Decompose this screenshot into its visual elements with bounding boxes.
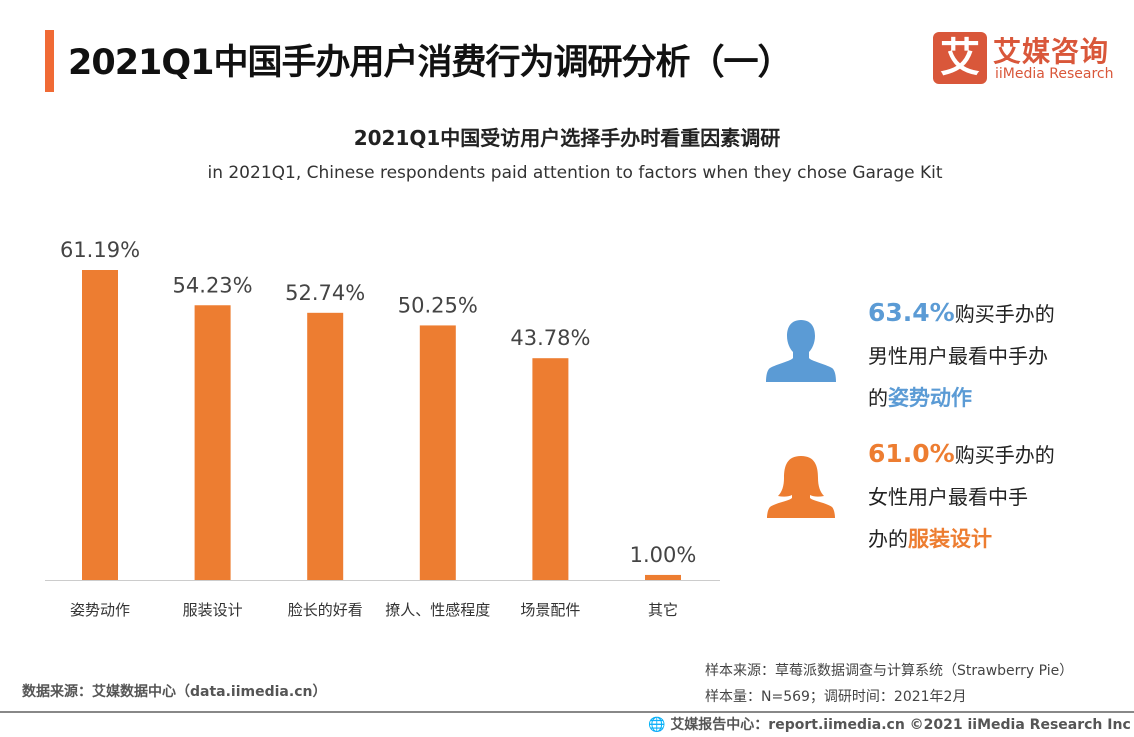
category-label: 服装设计 bbox=[183, 601, 243, 619]
logo-cn: 艾媒咨询 bbox=[993, 35, 1110, 68]
bar bbox=[194, 305, 231, 580]
page-title: 2021Q1中国手办用户消费行为调研分析（一） bbox=[68, 43, 793, 83]
bar bbox=[645, 574, 681, 580]
female-stat-line1: 购买手办的 bbox=[954, 443, 1055, 467]
female-stat: 61.0%购买手办的 女性用户最看中手 办的服装设计 bbox=[868, 433, 1055, 560]
bar bbox=[82, 270, 118, 580]
category-label: 姿势动作 bbox=[70, 601, 130, 619]
category-label: 场景配件 bbox=[520, 601, 580, 619]
bar bbox=[307, 312, 344, 580]
logo-en: iiMedia Research bbox=[995, 66, 1114, 82]
chart-subtitle: in 2021Q1, Chinese respondents paid atte… bbox=[207, 163, 943, 183]
bar bbox=[419, 325, 456, 580]
footer-report: 🌐 艾媒报告中心：report.iimedia.cn ©2021 iiMedia… bbox=[648, 714, 1131, 734]
data-label: 54.23% bbox=[173, 273, 253, 297]
footer-report-text: 艾媒报告中心：report.iimedia.cn ©2021 iiMedia R… bbox=[670, 717, 1131, 733]
chart-title: 2021Q1中国受访用户选择手办时看重因素调研 bbox=[353, 126, 781, 150]
male-stat-highlight: 姿势动作 bbox=[888, 386, 972, 410]
female-user-icon bbox=[767, 456, 835, 518]
male-stat-line1: 购买手办的 bbox=[954, 302, 1055, 326]
male-stat: 63.4%购买手办的 男性用户最看中手办 的姿势动作 bbox=[868, 292, 1055, 419]
bar-chart: 61.19% 姿势动作 54.23% 服装设计 52.74% 脸长的好看 50.25% 撩人、… bbox=[45, 238, 720, 619]
sample-size: 样本量：N=569；调研时间：2021年2月 bbox=[705, 689, 967, 705]
footer-divider bbox=[0, 711, 1134, 713]
data-label: 52.74% bbox=[285, 281, 365, 305]
data-label: 43.78% bbox=[510, 326, 590, 350]
sample-source: 样本来源：草莓派数据调查与计算系统（Strawberry Pie） bbox=[705, 663, 1074, 679]
category-label: 撩人、性感程度 bbox=[385, 601, 490, 619]
male-user-icon bbox=[766, 320, 836, 382]
bar bbox=[532, 358, 569, 580]
female-stat-line2: 女性用户最看中手 bbox=[868, 485, 1028, 509]
title-accent-bar bbox=[45, 30, 54, 92]
data-label: 1.00% bbox=[630, 543, 697, 567]
data-label: 61.19% bbox=[60, 238, 140, 262]
data-label: 50.25% bbox=[398, 293, 478, 317]
logo-mark: 艾 bbox=[933, 32, 987, 84]
female-stat-prefix: 办的 bbox=[868, 527, 908, 551]
category-label: 其它 bbox=[648, 601, 678, 619]
female-stat-highlight: 服装设计 bbox=[908, 527, 992, 551]
category-label: 脸长的好看 bbox=[288, 601, 363, 619]
male-stat-prefix: 的 bbox=[868, 386, 888, 410]
female-stat-value: 61.0% bbox=[868, 439, 955, 468]
globe-icon: 🌐 bbox=[648, 717, 671, 733]
male-stat-value: 63.4% bbox=[868, 298, 955, 327]
data-source: 数据来源：艾媒数据中心（data.iimedia.cn） bbox=[22, 684, 327, 700]
male-stat-line2: 男性用户最看中手办 bbox=[868, 344, 1048, 368]
